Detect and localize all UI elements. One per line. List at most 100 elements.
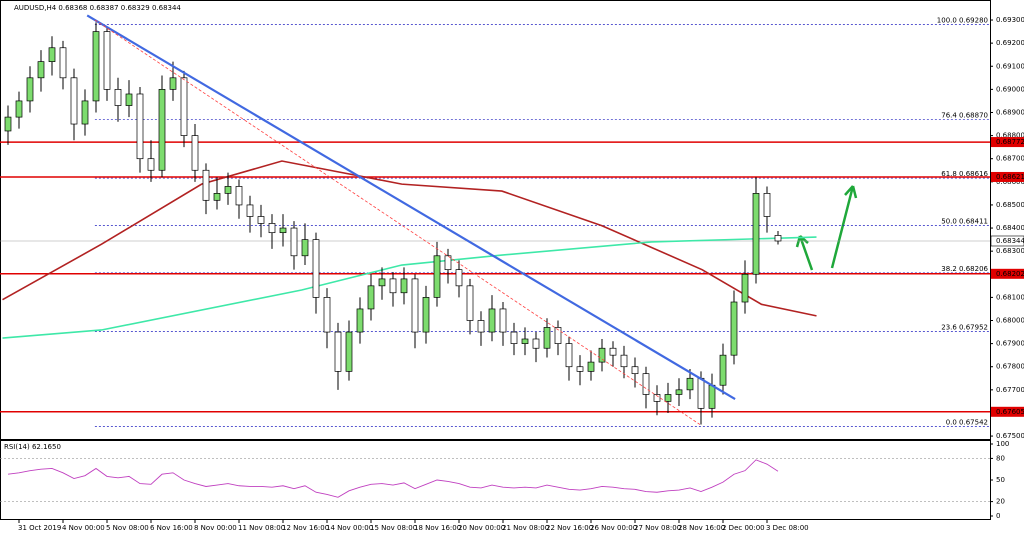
candle-body xyxy=(59,47,67,79)
candle-body xyxy=(554,327,562,344)
candle-body xyxy=(4,116,12,132)
candle-body xyxy=(510,331,518,344)
price-tag xyxy=(990,235,1024,247)
price-tag-label: 0.68344 xyxy=(996,237,1024,245)
x-tick-label: 27 Nov 08:00 xyxy=(634,524,681,532)
candle-body xyxy=(763,193,771,217)
y-tick-label: 0.69100 xyxy=(996,62,1024,70)
candle-body xyxy=(334,331,342,372)
y-tick-label: 0.68700 xyxy=(996,155,1024,163)
candle-body xyxy=(103,31,111,90)
candle-body xyxy=(356,308,364,333)
candle-body xyxy=(433,255,441,298)
candle-body xyxy=(411,278,419,333)
moving-average xyxy=(2,160,817,317)
candle-body xyxy=(268,223,276,234)
candle-body xyxy=(235,186,243,206)
candle-body xyxy=(774,235,782,242)
candle-body xyxy=(752,193,760,275)
candle-body xyxy=(345,331,353,372)
rsi-line xyxy=(7,459,779,498)
candle-body xyxy=(246,204,254,217)
candle-body xyxy=(565,343,573,368)
y-tick-label: 0.68400 xyxy=(996,224,1024,232)
candle-body xyxy=(532,338,540,349)
candle-body xyxy=(301,239,309,257)
candle-body xyxy=(15,100,23,118)
y-tick-label: 0.67700 xyxy=(996,386,1024,394)
candle-body xyxy=(158,89,166,171)
fib-label: 76.4 0.68870 xyxy=(941,111,988,119)
price-tag-label: 0.68202 xyxy=(996,270,1024,278)
fib-label: 50.0 0.68411 xyxy=(941,218,988,226)
fib-label: 0.0 0.67542 xyxy=(946,418,988,426)
candle-body xyxy=(741,273,749,303)
y-tick-label: 0.68300 xyxy=(996,247,1024,255)
price-tag-label: 0.68621 xyxy=(996,173,1024,181)
y-tick-label: 0.67500 xyxy=(996,432,1024,440)
candle-body xyxy=(631,366,639,375)
candle-body xyxy=(576,366,584,372)
rsi-tick-label: 20 xyxy=(996,498,1005,506)
x-tick-label: 18 Nov 16:00 xyxy=(414,524,461,532)
candle-body xyxy=(422,297,430,333)
y-tick-label: 0.68500 xyxy=(996,201,1024,209)
candle-body xyxy=(477,320,485,333)
x-tick-label: 21 Nov 08:00 xyxy=(502,524,549,532)
y-tick-label: 0.67900 xyxy=(996,340,1024,348)
candle-body xyxy=(642,373,650,395)
candle-body xyxy=(664,394,672,402)
candle-body xyxy=(686,377,694,391)
candle-body xyxy=(257,216,265,224)
candle-body xyxy=(378,278,386,287)
candle-body xyxy=(653,394,661,402)
symbol-header: AUDUSD,H4 0.68368 0.68387 0.68329 0.6834… xyxy=(14,4,181,12)
candle-body xyxy=(697,377,705,409)
fib-label: 23.6 0.67952 xyxy=(941,324,988,332)
candle-body xyxy=(136,93,144,160)
candle-body xyxy=(609,347,617,356)
candle-body xyxy=(466,285,474,321)
price-tag xyxy=(991,406,1024,417)
candle-body xyxy=(147,158,155,171)
candle-body xyxy=(730,301,738,356)
price-tag-label: 0.68772 xyxy=(996,138,1024,146)
candle-body xyxy=(389,278,397,294)
fib-label: 61.8 0.68616 xyxy=(941,170,988,178)
candle-body xyxy=(543,327,551,349)
fib-label: 38.2 0.68206 xyxy=(941,265,988,273)
price-tag xyxy=(991,137,1024,148)
x-tick-label: 5 Nov 08:00 xyxy=(106,524,149,532)
y-tick-label: 0.68800 xyxy=(996,132,1024,140)
moving-average xyxy=(2,236,817,339)
rsi-tick-label: 100 xyxy=(996,440,1009,448)
candle-body xyxy=(202,169,210,201)
candle-body xyxy=(719,354,727,386)
candle-body xyxy=(708,384,716,409)
candle-body xyxy=(521,338,529,344)
y-tick-label: 0.69300 xyxy=(996,16,1024,24)
candle-body xyxy=(48,47,56,62)
candle-body xyxy=(499,308,507,333)
x-tick-label: 28 Nov 16:00 xyxy=(678,524,725,532)
x-tick-label: 31 Oct 2019 xyxy=(18,524,61,532)
trendline xyxy=(86,14,736,401)
candle-body xyxy=(488,308,496,333)
candle-body xyxy=(444,255,452,271)
candle-body xyxy=(169,77,177,90)
y-tick-label: 0.69200 xyxy=(996,39,1024,47)
candle-body xyxy=(367,285,375,310)
trendline xyxy=(94,19,701,425)
candle-body xyxy=(224,186,232,194)
candle-body xyxy=(92,31,100,102)
candle-body xyxy=(180,77,188,136)
candle-body xyxy=(279,227,287,234)
price-tag xyxy=(991,268,1024,279)
candle-body xyxy=(81,100,89,125)
candle-body xyxy=(26,77,34,102)
x-tick-label: 15 Nov 08:00 xyxy=(370,524,417,532)
candle-body xyxy=(70,77,78,125)
x-tick-label: 12 Nov 16:00 xyxy=(282,524,329,532)
candle-body xyxy=(620,354,628,368)
